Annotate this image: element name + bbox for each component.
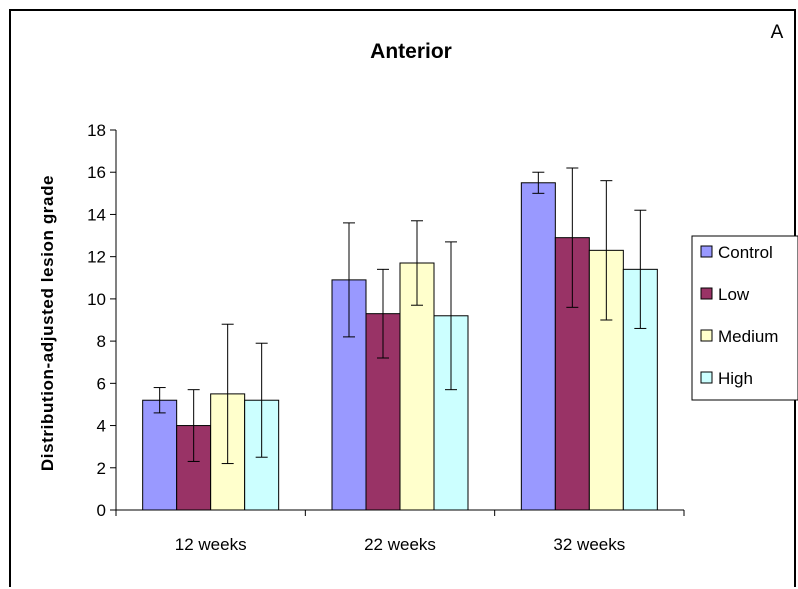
x-category-label: 12 weeks [175,535,247,554]
y-tick-label: 8 [97,332,106,351]
y-tick-label: 10 [87,290,106,309]
y-axis-label: Distribution-adjusted lesion grade [38,175,57,471]
legend-swatch-high [700,371,713,384]
legend-swatch-control [700,245,713,258]
chart-title: Anterior [370,40,452,63]
legend-label-low: Low [718,285,750,304]
y-tick-label: 4 [97,417,106,436]
legend-swatch-medium [700,329,713,342]
y-tick-label: 6 [97,374,106,393]
y-tick-label: 0 [97,501,106,520]
legend: Control Low Medium High [691,235,798,401]
legend-label-medium: Medium [718,327,778,346]
bar-control-12-weeks [142,399,178,511]
legend-swatch-low [700,287,713,300]
y-tick-label: 16 [87,163,106,182]
legend-label-control: Control [718,243,773,262]
y-tick-label: 2 [97,459,106,478]
panel-label: A [771,22,784,43]
legend-label-high: High [718,369,753,388]
y-tick-label: 14 [87,205,106,224]
x-category-label: 32 weeks [553,535,625,554]
plot-area: 0 2 4 6 8 10 12 14 16 18 12 weeks 22 weeks 32 weeks [87,121,685,554]
x-category-label: 22 weeks [364,535,436,554]
y-tick-label: 18 [87,121,106,140]
y-tick-label: 12 [87,248,106,267]
bar-control-32-weeks [520,182,556,511]
